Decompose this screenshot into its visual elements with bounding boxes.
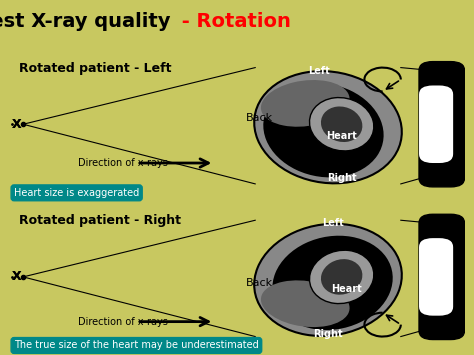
Text: Back: Back (246, 113, 273, 123)
Ellipse shape (310, 98, 374, 151)
Ellipse shape (263, 83, 383, 178)
Text: Direction of x-rays: Direction of x-rays (78, 158, 168, 168)
Text: Rotated patient - Right: Rotated patient - Right (18, 214, 181, 227)
Text: - Rotation: - Rotation (175, 12, 291, 31)
Text: Back: Back (246, 278, 273, 288)
Text: Chest X-ray quality: Chest X-ray quality (0, 12, 171, 31)
Ellipse shape (254, 224, 402, 336)
FancyBboxPatch shape (419, 62, 465, 187)
Ellipse shape (310, 250, 374, 304)
FancyBboxPatch shape (419, 86, 453, 163)
Text: X: X (12, 271, 21, 283)
Ellipse shape (261, 280, 350, 327)
Ellipse shape (261, 80, 350, 127)
Text: Direction of x-rays: Direction of x-rays (78, 317, 168, 327)
Text: Heart: Heart (331, 284, 362, 294)
Text: Heart size is exaggerated: Heart size is exaggerated (14, 188, 139, 198)
Text: Right: Right (313, 329, 343, 339)
Text: Rotated patient - Left: Rotated patient - Left (18, 62, 171, 75)
Text: Left: Left (308, 66, 330, 76)
Text: X: X (12, 271, 21, 283)
Text: Heart: Heart (326, 131, 357, 141)
FancyBboxPatch shape (419, 214, 465, 339)
Text: X: X (12, 118, 21, 131)
Text: The true size of the heart may be underestimated: The true size of the heart may be undere… (14, 340, 259, 350)
Ellipse shape (254, 71, 402, 183)
Ellipse shape (273, 236, 393, 330)
Ellipse shape (321, 106, 363, 142)
Text: X: X (12, 118, 21, 131)
Text: Right: Right (327, 173, 356, 183)
Ellipse shape (321, 259, 363, 295)
FancyBboxPatch shape (419, 238, 453, 316)
Text: Left: Left (322, 218, 344, 228)
